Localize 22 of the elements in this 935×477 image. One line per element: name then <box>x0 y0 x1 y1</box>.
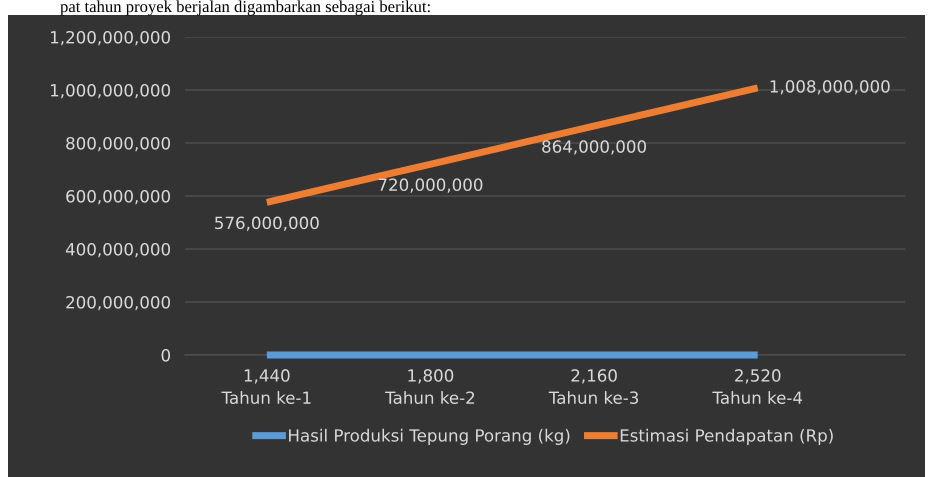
data-label: 1,008,000,000 <box>770 80 890 94</box>
data-label: 1,800 <box>408 369 454 384</box>
x-tick-label: Tahun ke-2 <box>385 391 474 404</box>
y-tick-label: 800,000,000 <box>66 136 170 152</box>
y-tick-label: 1,200,000,000 <box>51 30 170 46</box>
data-label: 864,000,000 <box>542 140 646 155</box>
data-label: 576,000,000 <box>215 216 319 231</box>
y-tick-label: 600,000,000 <box>66 190 170 204</box>
y-tick-label: 200,000,000 <box>66 296 170 310</box>
text: pat tahun proyek berjalan digambarkan sebagai berikut: <box>60 0 430 16</box>
legend-label: Estimasi Pendapatan (Rp) <box>620 428 833 445</box>
y-tick-label: 1,000,000,000 <box>51 84 170 98</box>
data-label: 1,440 <box>244 369 290 384</box>
legend-label: Hasil Produksi Tepung Porang (kg) <box>289 428 570 445</box>
data-label: 720,000,000 <box>378 178 482 193</box>
data-label: 2,520 <box>735 369 780 384</box>
data-label: 2,160 <box>571 369 617 384</box>
y-tick-label: 0 <box>162 348 170 362</box>
x-tick-label: Tahun ke-3 <box>548 391 638 404</box>
x-tick-label: Tahun ke-1 <box>221 391 311 404</box>
x-tick-label: Tahun ke-4 <box>712 391 802 404</box>
y-tick-label: 400,000,000 <box>66 242 170 258</box>
